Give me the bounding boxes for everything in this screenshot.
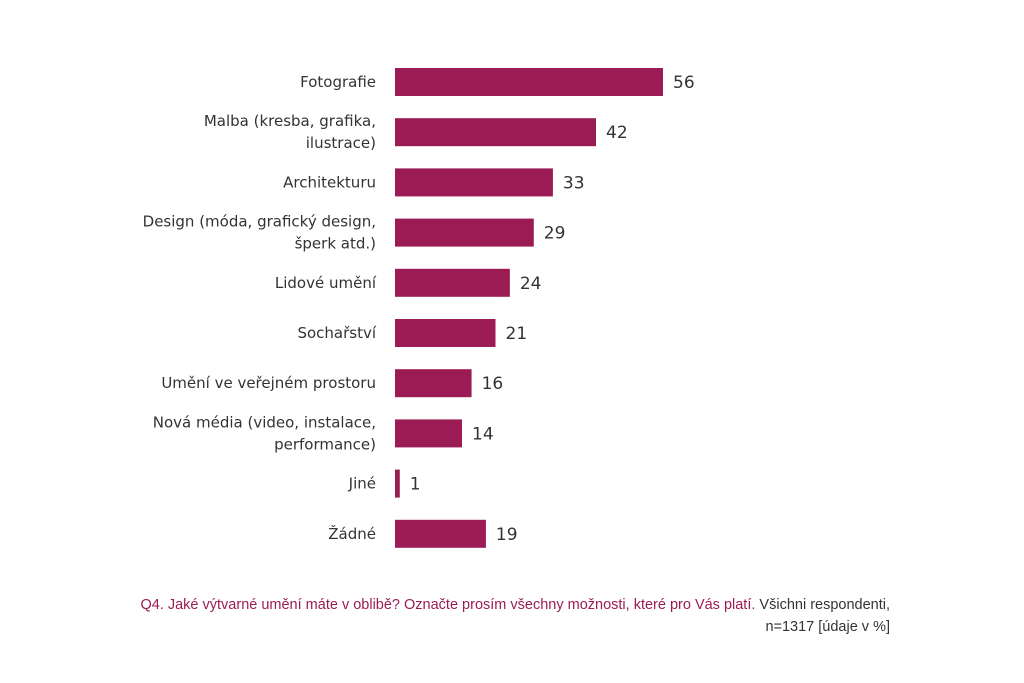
question-text: Q4. Jaké výtvarné umění máte v oblibě? O… xyxy=(140,597,756,613)
bar xyxy=(395,118,596,147)
data-label: 33 xyxy=(563,173,585,193)
bar xyxy=(395,268,510,297)
data-label: 24 xyxy=(520,274,542,294)
bar xyxy=(395,319,496,347)
chart-footer: Q4. Jaké výtvarné umění máte v oblibě? O… xyxy=(110,594,890,638)
data-label: 16 xyxy=(482,374,504,394)
data-label: 21 xyxy=(506,324,528,344)
category-label: Sochařství xyxy=(297,324,376,342)
data-label: 56 xyxy=(673,73,695,93)
data-label: 29 xyxy=(544,224,566,244)
data-label: 14 xyxy=(472,424,494,444)
data-label: 42 xyxy=(606,123,628,143)
category-label: Fotografie xyxy=(300,73,376,91)
data-label: 1 xyxy=(410,475,421,495)
bar xyxy=(395,369,472,398)
category-label: Jiné xyxy=(348,475,376,493)
category-label: Umění ve veřejném prostoru xyxy=(161,374,376,392)
category-label: Žádné xyxy=(328,524,376,543)
bar xyxy=(395,168,553,197)
bar xyxy=(395,469,400,498)
category-label: Lidové umění xyxy=(275,274,377,292)
bar xyxy=(395,218,534,247)
category-label: Nová média (video, instalace, performance… xyxy=(153,413,376,453)
category-label: Design (móda, grafický design, šperk atd.… xyxy=(143,213,376,253)
bar xyxy=(395,68,663,96)
category-label: Architekturu xyxy=(283,173,376,191)
sample-note: Všichni respondenti, n=1317 [údaje v %] xyxy=(759,597,890,635)
bar xyxy=(395,419,462,448)
category-label: Malba (kresba, grafika, ilustrace) xyxy=(204,112,376,152)
bar xyxy=(395,519,486,548)
data-label: 19 xyxy=(496,525,518,545)
